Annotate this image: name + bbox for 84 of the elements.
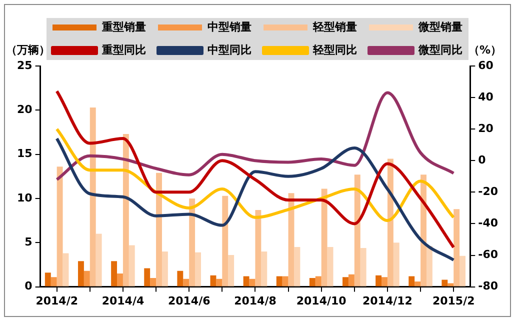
line-series — [55, 91, 456, 182]
legend-label: 重型销量 — [101, 20, 146, 34]
bar — [96, 234, 102, 286]
legend-label: 微型销量 — [418, 20, 462, 34]
bar — [117, 274, 123, 286]
bar — [282, 276, 288, 286]
y2-tick-label: -60 — [478, 248, 498, 262]
y-axis-title: （万辆） — [6, 43, 50, 56]
x-tick-label: 2015/2 — [432, 294, 475, 308]
bar — [189, 198, 196, 286]
y2-tick-label: -80 — [478, 280, 498, 293]
bar — [382, 277, 388, 286]
bar — [210, 275, 216, 286]
y2-tick-label: 40 — [478, 90, 494, 104]
legend-label: 轻型销量 — [312, 20, 357, 34]
legend-label: 微型同比 — [418, 43, 462, 56]
x-tick-label: 2014/2 — [36, 294, 78, 308]
bar — [222, 196, 228, 286]
y-tick-label: 5 — [24, 236, 32, 248]
bar — [150, 278, 156, 286]
line-series — [55, 90, 456, 249]
bar — [90, 108, 96, 286]
bar — [342, 277, 348, 286]
bar — [162, 251, 168, 286]
bar — [177, 270, 184, 286]
bar — [128, 245, 135, 286]
bar — [56, 166, 63, 286]
bar — [228, 255, 234, 286]
bar — [414, 282, 421, 286]
line-series — [55, 128, 456, 222]
y-tick-label: 15 — [16, 147, 32, 160]
legend-label: 中型销量 — [208, 20, 252, 34]
x-tick-label: 2014/4 — [102, 294, 144, 308]
bar — [454, 209, 460, 286]
y2-tick-label: -40 — [478, 216, 498, 230]
y2-axis-title: （%） — [468, 43, 502, 56]
x-tick-label: 2014/10 — [296, 294, 347, 308]
bar — [327, 247, 334, 286]
bar — [261, 251, 268, 286]
bar — [249, 278, 256, 286]
bar — [122, 134, 129, 286]
legend-label: 重型同比 — [101, 43, 146, 56]
bar — [62, 253, 69, 286]
bar — [460, 256, 466, 286]
bar — [448, 283, 454, 286]
bar — [144, 268, 150, 286]
bar — [354, 174, 360, 286]
bar — [255, 210, 262, 286]
bar — [348, 274, 354, 286]
bar — [309, 278, 316, 286]
bar — [408, 276, 415, 286]
y2-tick-label: 20 — [478, 122, 494, 135]
bar — [393, 242, 400, 286]
bar — [360, 248, 366, 286]
legend-label: 中型同比 — [208, 43, 252, 56]
x-tick-label: 2014/12 — [362, 294, 412, 308]
y-tick-label: 10 — [16, 191, 33, 204]
x-tick-label: 2014/8 — [234, 294, 276, 308]
bar — [50, 277, 57, 286]
bar — [216, 278, 222, 286]
y2-tick-label: 60 — [478, 58, 494, 72]
bar — [321, 188, 328, 286]
y-tick-label: 20 — [16, 103, 33, 116]
bar — [376, 275, 382, 286]
legend-label: 轻型同比 — [312, 43, 357, 56]
bar — [84, 270, 90, 286]
bar — [195, 252, 201, 286]
y2-tick-label: 0 — [478, 153, 486, 166]
bar — [243, 276, 250, 286]
line-series — [55, 137, 456, 262]
bar — [426, 246, 432, 286]
y-tick-label: 25 — [16, 58, 32, 72]
y-tick-label: 0 — [24, 280, 33, 293]
bar — [44, 272, 51, 286]
x-tick-label: 2014/6 — [168, 294, 211, 308]
bar — [276, 276, 282, 286]
bar — [183, 278, 190, 286]
y2-tick-label: -20 — [478, 185, 498, 198]
bar — [294, 247, 300, 286]
bar — [78, 261, 84, 286]
bar — [442, 280, 448, 286]
bar — [315, 276, 322, 286]
bar — [111, 261, 118, 286]
bar — [156, 172, 162, 286]
